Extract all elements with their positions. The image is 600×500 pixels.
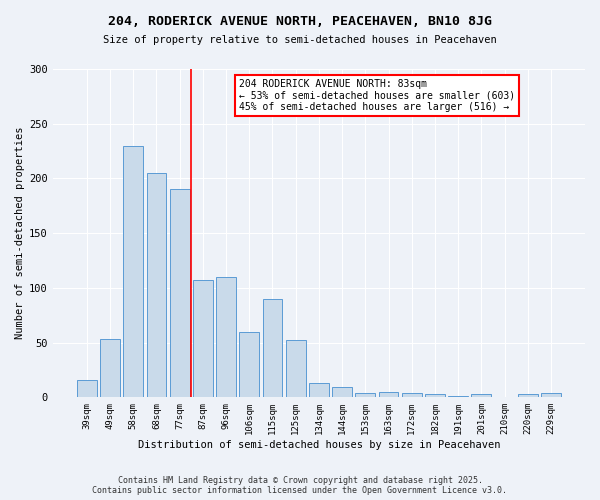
Bar xyxy=(518,394,538,398)
Y-axis label: Number of semi-detached properties: Number of semi-detached properties xyxy=(15,127,25,340)
Bar xyxy=(193,280,213,398)
Bar xyxy=(309,383,329,398)
Text: 204 RODERICK AVENUE NORTH: 83sqm
← 53% of semi-detached houses are smaller (603): 204 RODERICK AVENUE NORTH: 83sqm ← 53% o… xyxy=(239,79,515,112)
Bar xyxy=(170,190,190,398)
Bar xyxy=(541,393,561,398)
Bar xyxy=(448,396,468,398)
Bar xyxy=(77,380,97,398)
Bar xyxy=(402,393,422,398)
Bar xyxy=(216,277,236,398)
Bar xyxy=(263,299,283,398)
Bar xyxy=(472,394,491,398)
Bar xyxy=(332,388,352,398)
Text: Contains HM Land Registry data © Crown copyright and database right 2025.
Contai: Contains HM Land Registry data © Crown c… xyxy=(92,476,508,495)
Bar xyxy=(239,332,259,398)
Bar xyxy=(425,394,445,398)
X-axis label: Distribution of semi-detached houses by size in Peacehaven: Distribution of semi-detached houses by … xyxy=(137,440,500,450)
Bar xyxy=(124,146,143,398)
Bar xyxy=(100,340,120,398)
Text: Size of property relative to semi-detached houses in Peacehaven: Size of property relative to semi-detach… xyxy=(103,35,497,45)
Bar xyxy=(355,393,375,398)
Bar xyxy=(379,392,398,398)
Bar xyxy=(146,173,166,398)
Bar xyxy=(286,340,305,398)
Text: 204, RODERICK AVENUE NORTH, PEACEHAVEN, BN10 8JG: 204, RODERICK AVENUE NORTH, PEACEHAVEN, … xyxy=(108,15,492,28)
